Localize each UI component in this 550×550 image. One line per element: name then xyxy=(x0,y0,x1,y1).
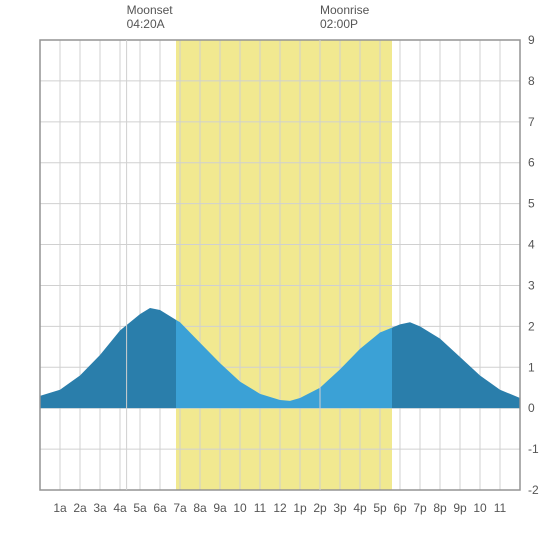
y-tick-label: 7 xyxy=(528,115,535,129)
x-tick-label: 3a xyxy=(93,501,107,515)
x-tick-label: 7a xyxy=(173,501,187,515)
x-tick-label: 12 xyxy=(273,501,287,515)
x-tick-label: 2a xyxy=(73,501,87,515)
y-tick-label: 5 xyxy=(528,197,535,211)
y-tick-label: 6 xyxy=(528,156,535,170)
x-tick-label: 2p xyxy=(313,501,327,515)
x-tick-label: 7p xyxy=(413,501,427,515)
x-tick-label: 9a xyxy=(213,501,227,515)
y-tick-label: -1 xyxy=(528,442,539,456)
y-tick-label: 8 xyxy=(528,74,535,88)
x-tick-label: 4a xyxy=(113,501,127,515)
x-tick-label: 1p xyxy=(293,501,307,515)
x-tick-label: 10 xyxy=(233,501,247,515)
x-tick-label: 11 xyxy=(494,501,507,515)
y-tick-label: 0 xyxy=(528,401,535,415)
event-title: Moonrise xyxy=(320,3,370,17)
x-tick-label: 6a xyxy=(153,501,167,515)
y-tick-label: 9 xyxy=(528,33,535,47)
x-tick-label: 6p xyxy=(393,501,407,515)
x-tick-label: 8p xyxy=(433,501,447,515)
x-tick-label: 5p xyxy=(373,501,387,515)
x-tick-label: 9p xyxy=(453,501,467,515)
event-time: 02:00P xyxy=(320,17,358,31)
x-tick-label: 10 xyxy=(473,501,487,515)
x-tick-label: 11 xyxy=(254,501,267,515)
y-tick-label: 3 xyxy=(528,278,535,292)
y-tick-label: 2 xyxy=(528,319,535,333)
x-tick-label: 3p xyxy=(333,501,347,515)
y-tick-label: -2 xyxy=(528,483,539,497)
x-tick-label: 5a xyxy=(133,501,147,515)
event-title: Moonset xyxy=(127,3,174,17)
y-tick-label: 1 xyxy=(528,360,535,374)
x-tick-label: 1a xyxy=(53,501,67,515)
event-time: 04:20A xyxy=(127,17,165,31)
tide-chart: -2-101234567891a2a3a4a5a6a7a8a9a1011121p… xyxy=(0,0,550,550)
x-tick-label: 4p xyxy=(353,501,367,515)
chart-svg: -2-101234567891a2a3a4a5a6a7a8a9a1011121p… xyxy=(0,0,550,550)
x-tick-label: 8a xyxy=(193,501,207,515)
y-tick-label: 4 xyxy=(528,238,535,252)
